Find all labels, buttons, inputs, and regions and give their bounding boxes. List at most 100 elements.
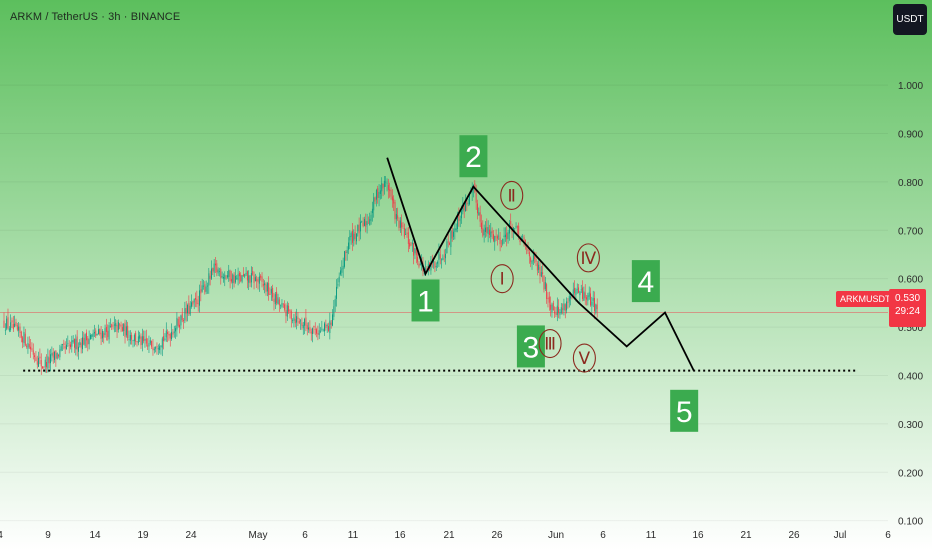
candle [359,214,361,240]
candle [345,250,347,261]
candle-body [442,257,444,261]
candle-body [16,325,18,330]
candle-body [103,333,105,338]
candle [24,328,26,347]
wave-label-text: 3 [523,331,540,364]
candle [595,303,597,315]
candle-body [6,318,8,329]
subwave-label: Ⅳ [576,243,600,273]
candle [36,355,38,369]
candle [578,284,580,294]
candle [234,268,236,284]
candle [379,184,381,200]
candle [116,320,118,338]
candle-body [159,346,161,351]
candle [209,270,211,286]
candle [417,250,419,266]
candle [219,267,220,277]
candle [205,280,207,295]
candle-body [211,268,212,279]
candle-body [477,203,478,214]
candle [192,300,194,307]
candle [536,261,538,276]
candle-body [75,338,77,350]
candle [543,275,545,293]
candle-body [453,231,454,237]
candle-body [558,307,560,314]
x-tick-label: 6 [302,530,308,541]
candle [87,335,89,352]
candle-body [401,222,403,228]
candle [125,320,127,338]
x-tick-label: 21 [740,530,752,541]
candle [443,249,445,263]
wave-label-2: 2 [459,135,488,178]
candle [104,324,106,338]
candle-body [377,188,379,198]
candle-body [192,301,194,305]
candle [266,281,268,297]
subwave-label: Ⅲ [538,328,562,359]
candle [481,214,482,233]
candle [317,325,319,341]
candle [441,258,443,269]
candle [405,228,407,236]
candle-body [550,304,552,310]
candle-body [113,324,115,326]
candle-body [528,252,530,257]
candle [14,315,16,328]
candle-body [434,262,436,268]
candle-body [502,239,504,245]
candle [195,292,196,308]
candle [490,223,492,243]
candle-body [128,339,130,340]
candle-body [487,227,489,235]
candle-body [359,221,361,232]
candle-body [241,275,243,282]
candle-body [373,197,375,211]
candle-body [180,315,182,326]
candle [292,318,294,324]
candle-body [530,257,532,262]
candle [147,338,149,350]
candle-body [31,348,33,350]
candle-body [499,237,501,245]
candle [298,318,300,325]
candle-body [387,184,389,190]
candle [446,238,448,254]
candle-body [527,248,529,252]
candle [244,273,246,279]
wave-label-text: 2 [465,141,482,174]
candle-body [320,330,321,332]
candle-body [441,259,443,261]
candle [19,323,21,339]
candle-body [555,313,557,315]
candle-body [379,190,381,194]
candle [325,319,327,331]
currency-button[interactable]: USDT [893,4,927,35]
candle-body [494,236,496,243]
candle-body [7,317,9,329]
candle [217,267,219,277]
candle-body [369,219,371,226]
candle [296,308,298,330]
candle-body [200,289,202,294]
candle-body [506,232,508,240]
candle [7,308,9,330]
candle [282,303,284,308]
candle [498,228,500,240]
candle-body [56,353,58,359]
candle [119,322,121,330]
candle-body [469,193,470,205]
candle-body [496,236,498,239]
candle-body [22,337,24,343]
candle-body [71,340,73,347]
candle-body [4,329,6,331]
candle [277,293,279,305]
candle [385,176,387,187]
y-tick-label: 0.500 [898,323,923,334]
candle [591,296,593,315]
candle-body [332,314,333,326]
